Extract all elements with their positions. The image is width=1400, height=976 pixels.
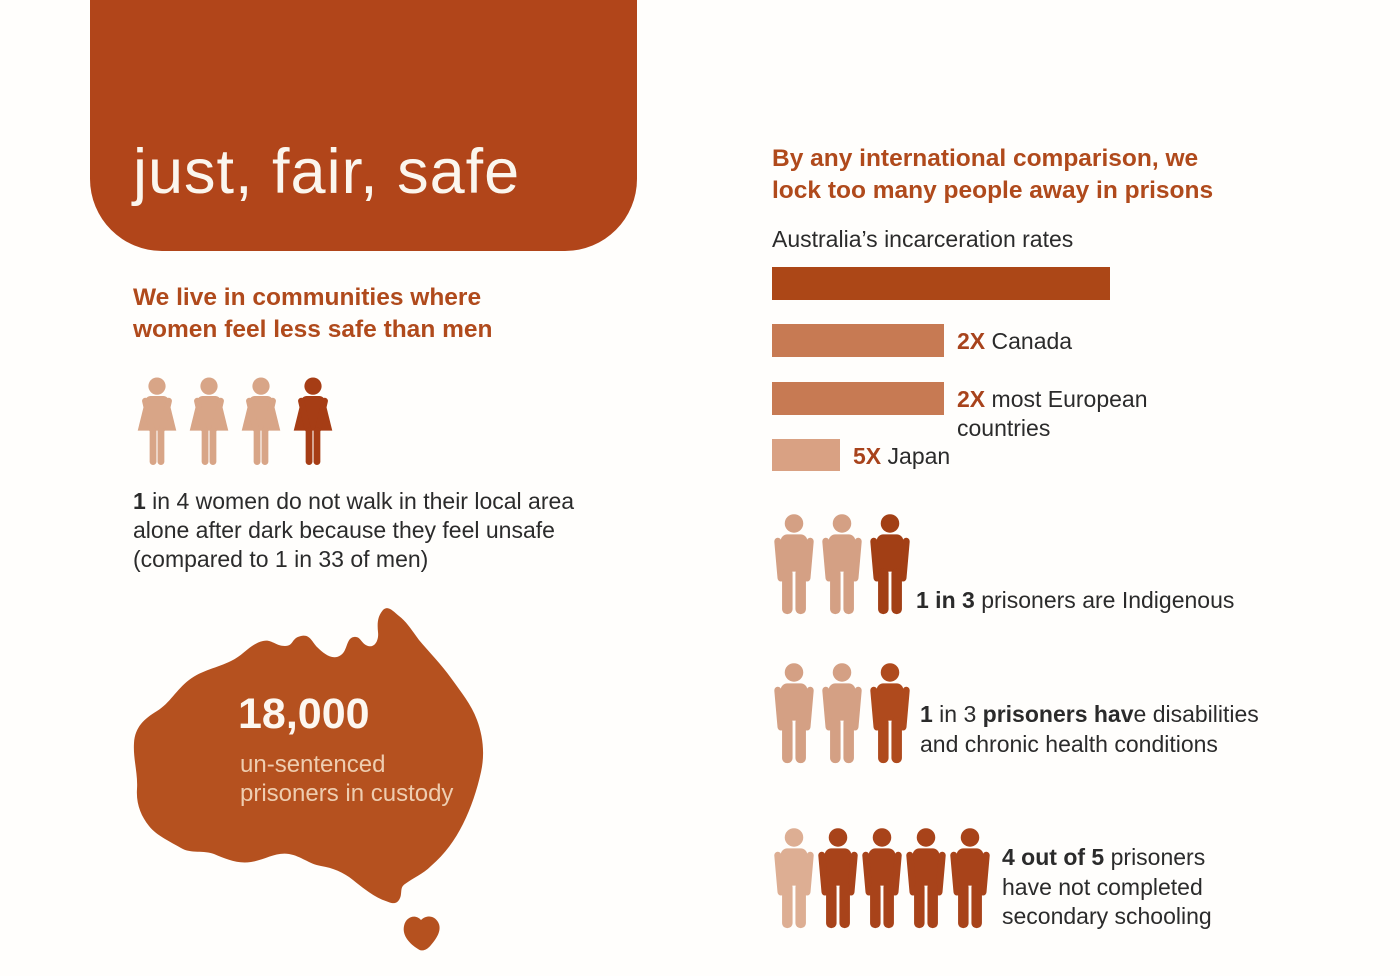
woman-icon xyxy=(287,374,339,470)
man-icon xyxy=(869,513,911,616)
bar-japan xyxy=(772,439,840,471)
bar-label-canada: 2X Canada xyxy=(957,328,1073,354)
bar-row-europe: 2X most European countries xyxy=(772,382,1172,444)
bar-label-japan: 5X Japan xyxy=(853,443,951,469)
unsentenced-prisoners-label: un-sentenced prisoners in custody xyxy=(240,750,453,809)
women-pictograph-row xyxy=(131,374,339,470)
woman-icon xyxy=(183,374,235,470)
header-banner: just, fair, safe xyxy=(90,0,637,251)
tasmania-shape xyxy=(403,916,440,951)
man-icon xyxy=(821,662,863,765)
man-icon xyxy=(773,827,815,930)
unsentenced-prisoners-value: 18,000 xyxy=(238,690,370,738)
disabilities-stat-text: 1 in 3 prisoners have disabilities and c… xyxy=(920,701,1259,757)
women-stat-text: 1 in 4 women do not walk in their local … xyxy=(133,488,575,572)
man-icon xyxy=(817,827,859,930)
indigenous-stat-text: 1 in 3 prisoners are Indigenous xyxy=(916,587,1235,613)
bar-row-canada: 2X Canada xyxy=(772,324,1072,357)
bar-row-australia xyxy=(772,267,1123,300)
unsentenced-label-line1: un-sentenced xyxy=(240,751,386,778)
man-icon xyxy=(905,827,947,930)
bar-row-japan: 5X Japan xyxy=(772,439,950,471)
right-section-heading: By any international comparison, we lock… xyxy=(772,145,1214,204)
bar-europe xyxy=(772,382,944,415)
unsentenced-label-line2: prisoners in custody xyxy=(240,780,454,808)
man-icon xyxy=(949,827,991,930)
australia-map xyxy=(133,608,484,951)
man-icon xyxy=(773,513,815,616)
bar-canada xyxy=(772,324,944,357)
schooling-stat-text: 4 out of 5 prisoners have not completed … xyxy=(1002,844,1212,930)
page-title: just, fair, safe xyxy=(133,137,521,207)
disabilities-pictograph-row xyxy=(773,662,911,765)
man-icon xyxy=(773,662,815,765)
schooling-pictograph-row xyxy=(773,827,991,930)
man-icon xyxy=(861,827,903,930)
bar-label-europe: 2X most European countries xyxy=(957,386,1148,442)
woman-icon xyxy=(131,374,183,470)
left-section-heading: We live in communities where women feel … xyxy=(133,284,493,343)
woman-icon xyxy=(235,374,287,470)
indigenous-pictograph-row xyxy=(773,513,911,616)
man-icon xyxy=(869,662,911,765)
bar-australia xyxy=(772,267,1110,300)
incarceration-chart-title: Australia’s incarceration rates xyxy=(772,226,1074,252)
man-icon xyxy=(821,513,863,616)
